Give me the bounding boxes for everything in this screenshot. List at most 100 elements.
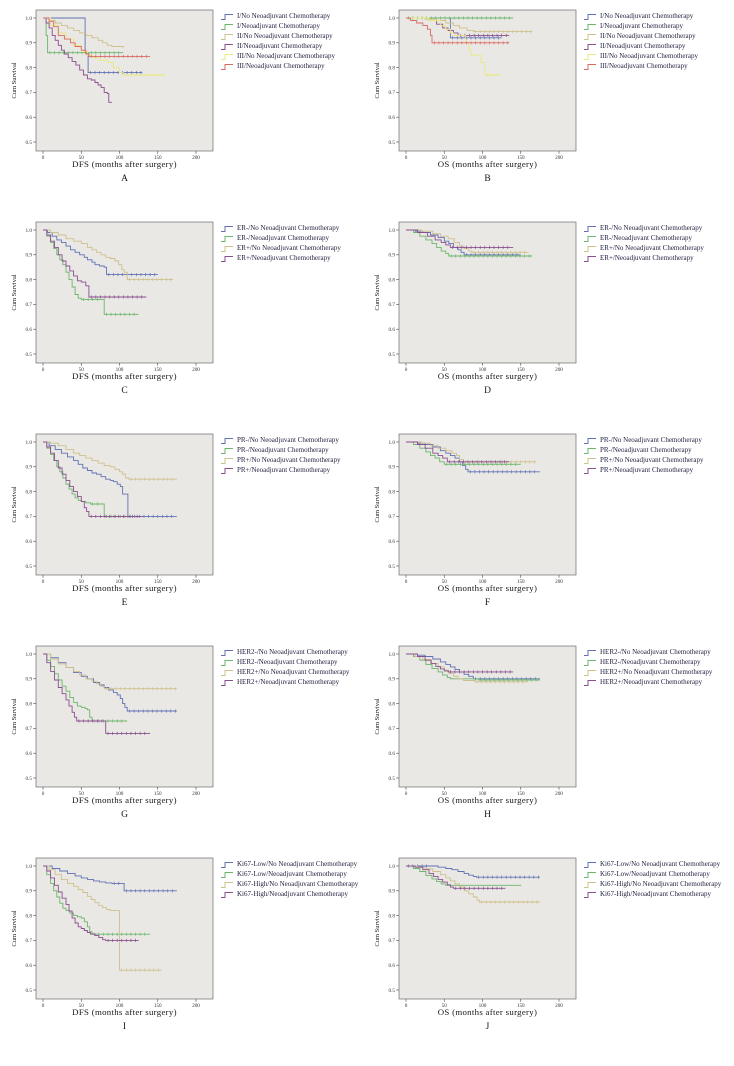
panel-letter: B	[484, 174, 490, 184]
legend-item: PR+/No Neoadjuvant Chemotherapy	[583, 456, 734, 465]
figure-row-5: 1.0 0.9 0.8 0.7 0.6 0.5 0 50 100 150 200 Cum Surviv…	[8, 852, 734, 1034]
series-line	[43, 17, 151, 57]
series-line	[406, 441, 510, 463]
legend-item: I/Neoadjuvant Chemotherapy	[220, 22, 371, 31]
series-line	[406, 229, 529, 253]
y-axis-title: Cum Survival	[11, 910, 18, 946]
y-tick-label: 1.0	[389, 16, 396, 22]
legend-item: HER2+/Neoadjuvant Chemotherapy	[220, 678, 371, 687]
legend-label: HER2+/Neoadjuvant Chemotherapy	[600, 678, 703, 686]
legend-label: HER2+/No Neoadjuvant Chemotherapy	[600, 668, 713, 676]
survival-chart-D: 1.0 0.9 0.8 0.7 0.6 0.5 0 50 100 150 200 Cum Surviv…	[374, 221, 577, 396]
y-tick-label: 0.6	[26, 115, 33, 121]
legend-F: PR-/No Neoadjuvant Chemotherapy PR-/Neoad…	[583, 428, 734, 610]
y-tick-label: 1.0	[26, 864, 33, 870]
x-tick-label: 150	[517, 367, 525, 373]
legend-label: ER-/No Neoadjuvant Chemotherapy	[600, 224, 703, 232]
x-tick-label: 0	[42, 155, 45, 161]
plot-area	[398, 221, 577, 364]
panel-C: 1.0 0.9 0.8 0.7 0.6 0.5 0 50 100 150 200 Cum Surviv…	[8, 216, 371, 398]
legend-item: Ki67-Low/Neoadjuvant Chemotherapy	[220, 870, 371, 879]
km-step-icon	[221, 659, 233, 666]
legend-label: PR-/No Neoadjuvant Chemotherapy	[600, 436, 702, 444]
legend-label: HER2-/No Neoadjuvant Chemotherapy	[600, 648, 711, 656]
y-tick-label: 0.6	[389, 115, 396, 121]
legend-label: ER+/Neoadjuvant Chemotherapy	[237, 254, 331, 262]
legend-item: PR-/Neoadjuvant Chemotherapy	[220, 446, 371, 455]
legend-label: III/Neoadjuvant Chemotherapy	[600, 62, 688, 70]
plot-area	[398, 645, 577, 788]
legend-item: Ki67-High/No Neoadjuvant Chemotherapy	[220, 880, 371, 889]
legend-label: ER-/Neoadjuvant Chemotherapy	[600, 234, 692, 242]
km-step-icon	[584, 891, 596, 898]
km-step-icon	[221, 447, 233, 454]
legend-D: ER-/No Neoadjuvant Chemotherapy ER-/Neoad…	[583, 216, 734, 398]
km-step-icon	[221, 13, 233, 20]
legend-label: II/Neoadjuvant Chemotherapy	[600, 42, 686, 50]
legend-item: III/No Neoadjuvant Chemotherapy	[220, 52, 371, 61]
survival-chart-A: 1.0 0.9 0.8 0.7 0.6 0.5 0 50 100 150 200 Cum Surviv…	[11, 9, 214, 184]
legend-item: ER-/Neoadjuvant Chemotherapy	[220, 234, 371, 243]
y-tick-label: 0.5	[26, 988, 33, 994]
x-tick-label: 150	[517, 1003, 525, 1009]
figure-row-1: 1.0 0.9 0.8 0.7 0.6 0.5 0 50 100 150 200 Cum Surviv…	[8, 4, 734, 186]
panel-E: 1.0 0.9 0.8 0.7 0.6 0.5 0 50 100 150 200 Cum Surviv…	[8, 428, 371, 610]
km-step-icon	[221, 23, 233, 30]
x-tick-label: 0	[42, 367, 45, 373]
y-tick-label: 0.6	[389, 963, 396, 969]
legend-item: HER2-/Neoadjuvant Chemotherapy	[583, 658, 734, 667]
y-tick-label: 0.9	[26, 253, 33, 259]
x-axis-title: OS (months after surgery)	[438, 1007, 537, 1017]
legend-label: III/No Neoadjuvant Chemotherapy	[237, 52, 335, 60]
x-tick-label: 200	[555, 1003, 563, 1009]
y-tick-label: 0.5	[389, 352, 396, 358]
legend-label: Ki67-Low/Neoadjuvant Chemotherapy	[600, 870, 710, 878]
y-tick-label: 0.5	[389, 564, 396, 570]
panel-B: 1.0 0.9 0.8 0.7 0.6 0.5 0 50 100 150 200 Cum Surviv…	[371, 4, 734, 186]
y-tick-label: 0.6	[26, 963, 33, 969]
km-step-icon	[221, 679, 233, 686]
series-line	[406, 17, 501, 76]
survival-chart-I: 1.0 0.9 0.8 0.7 0.6 0.5 0 50 100 150 200 Cum Surviv…	[11, 857, 214, 1032]
panel-H: 1.0 0.9 0.8 0.7 0.6 0.5 0 50 100 150 200 Cum Surviv…	[371, 640, 734, 822]
legend-label: Ki67-High/No Neoadjuvant Chemotherapy	[600, 880, 722, 888]
y-tick-label: 0.8	[389, 65, 396, 71]
km-step-icon	[584, 235, 596, 242]
x-tick-label: 200	[555, 579, 563, 585]
y-tick-label: 0.6	[26, 327, 33, 333]
x-tick-label: 0	[405, 155, 408, 161]
y-tick-label: 0.5	[389, 988, 396, 994]
x-axis-title: DFS (months after surgery)	[72, 159, 177, 169]
x-tick-label: 0	[405, 367, 408, 373]
panel-letter: D	[484, 386, 491, 396]
legend-H: HER2-/No Neoadjuvant Chemotherapy HER2-/N…	[583, 640, 734, 822]
legend-item: ER-/No Neoadjuvant Chemotherapy	[220, 224, 371, 233]
x-tick-label: 50	[79, 155, 85, 161]
x-axis-title: DFS (months after surgery)	[72, 1007, 177, 1017]
legend-G: HER2-/No Neoadjuvant Chemotherapy HER2-/N…	[220, 640, 371, 822]
y-tick-label: 0.8	[389, 277, 396, 283]
x-axis-title: DFS (months after surgery)	[72, 795, 177, 805]
plot-area	[398, 857, 577, 1000]
km-step-icon	[584, 467, 596, 474]
y-tick-label: 0.7	[26, 302, 33, 308]
series-line	[406, 865, 540, 903]
x-tick-label: 150	[517, 791, 525, 797]
km-step-icon	[584, 33, 596, 40]
legend-label: ER-/No Neoadjuvant Chemotherapy	[237, 224, 340, 232]
legend-label: Ki67-High/Neoadjuvant Chemotherapy	[600, 890, 712, 898]
x-tick-label: 50	[442, 579, 448, 585]
x-tick-label: 50	[442, 1003, 448, 1009]
legend-item: III/Neoadjuvant Chemotherapy	[220, 62, 371, 71]
series-line	[43, 229, 158, 276]
x-tick-label: 0	[405, 1003, 408, 1009]
legend-item: Ki67-Low/No Neoadjuvant Chemotherapy	[583, 860, 734, 869]
km-step-icon	[221, 861, 233, 868]
x-tick-label: 200	[555, 791, 563, 797]
y-axis-title: Cum Survival	[11, 62, 18, 98]
y-tick-label: 0.5	[389, 776, 396, 782]
x-tick-label: 150	[517, 155, 525, 161]
legend-label: PR+/No Neoadjuvant Chemotherapy	[237, 456, 341, 464]
series-line	[43, 17, 112, 103]
x-tick-label: 100	[479, 367, 487, 373]
